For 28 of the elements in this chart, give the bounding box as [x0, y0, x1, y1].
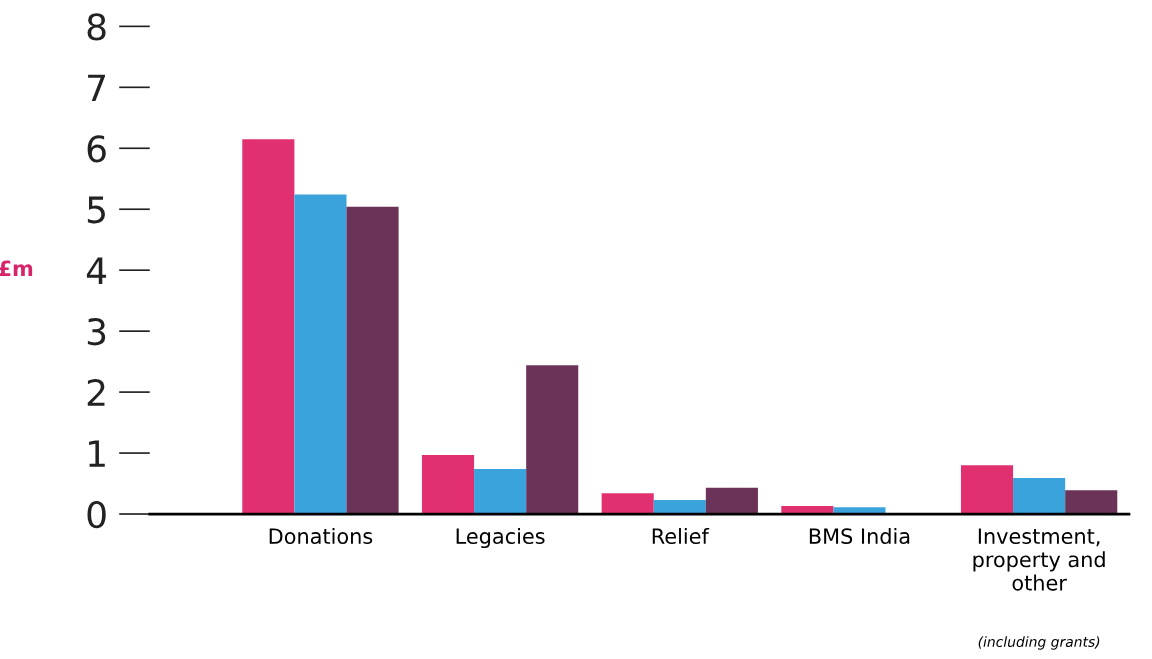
bar	[242, 139, 295, 515]
bar	[960, 465, 1014, 515]
y-tick-label: 2	[87, 379, 105, 406]
bar	[1013, 478, 1066, 515]
y-tick-label: 3	[87, 318, 106, 346]
bar	[833, 507, 886, 515]
y-tick-label: 0	[87, 500, 106, 529]
bar	[653, 500, 706, 515]
y-tick-label: 8	[87, 13, 106, 41]
x-tick-label: Relief	[652, 527, 710, 545]
bar	[346, 206, 399, 515]
bar	[294, 194, 347, 515]
x-tick-label: Investment, property and other	[973, 528, 1105, 591]
x-tick-label: BMS India	[809, 527, 910, 545]
x-tick-label: Legacies	[456, 527, 545, 549]
bar	[526, 365, 579, 515]
bar	[474, 468, 527, 515]
y-tick-label: 6	[87, 135, 106, 163]
bar	[601, 493, 654, 515]
bar	[1065, 490, 1118, 515]
text: (including grants)	[978, 636, 1100, 650]
y-tick-label: 7	[88, 74, 106, 102]
y-tick-label: 1	[89, 440, 105, 467]
y-tick-label: 4	[86, 257, 107, 284]
x-tick-label: Donations	[269, 527, 373, 545]
bar	[705, 487, 758, 515]
y-tick-label: 5	[87, 196, 105, 224]
bar	[421, 454, 475, 515]
